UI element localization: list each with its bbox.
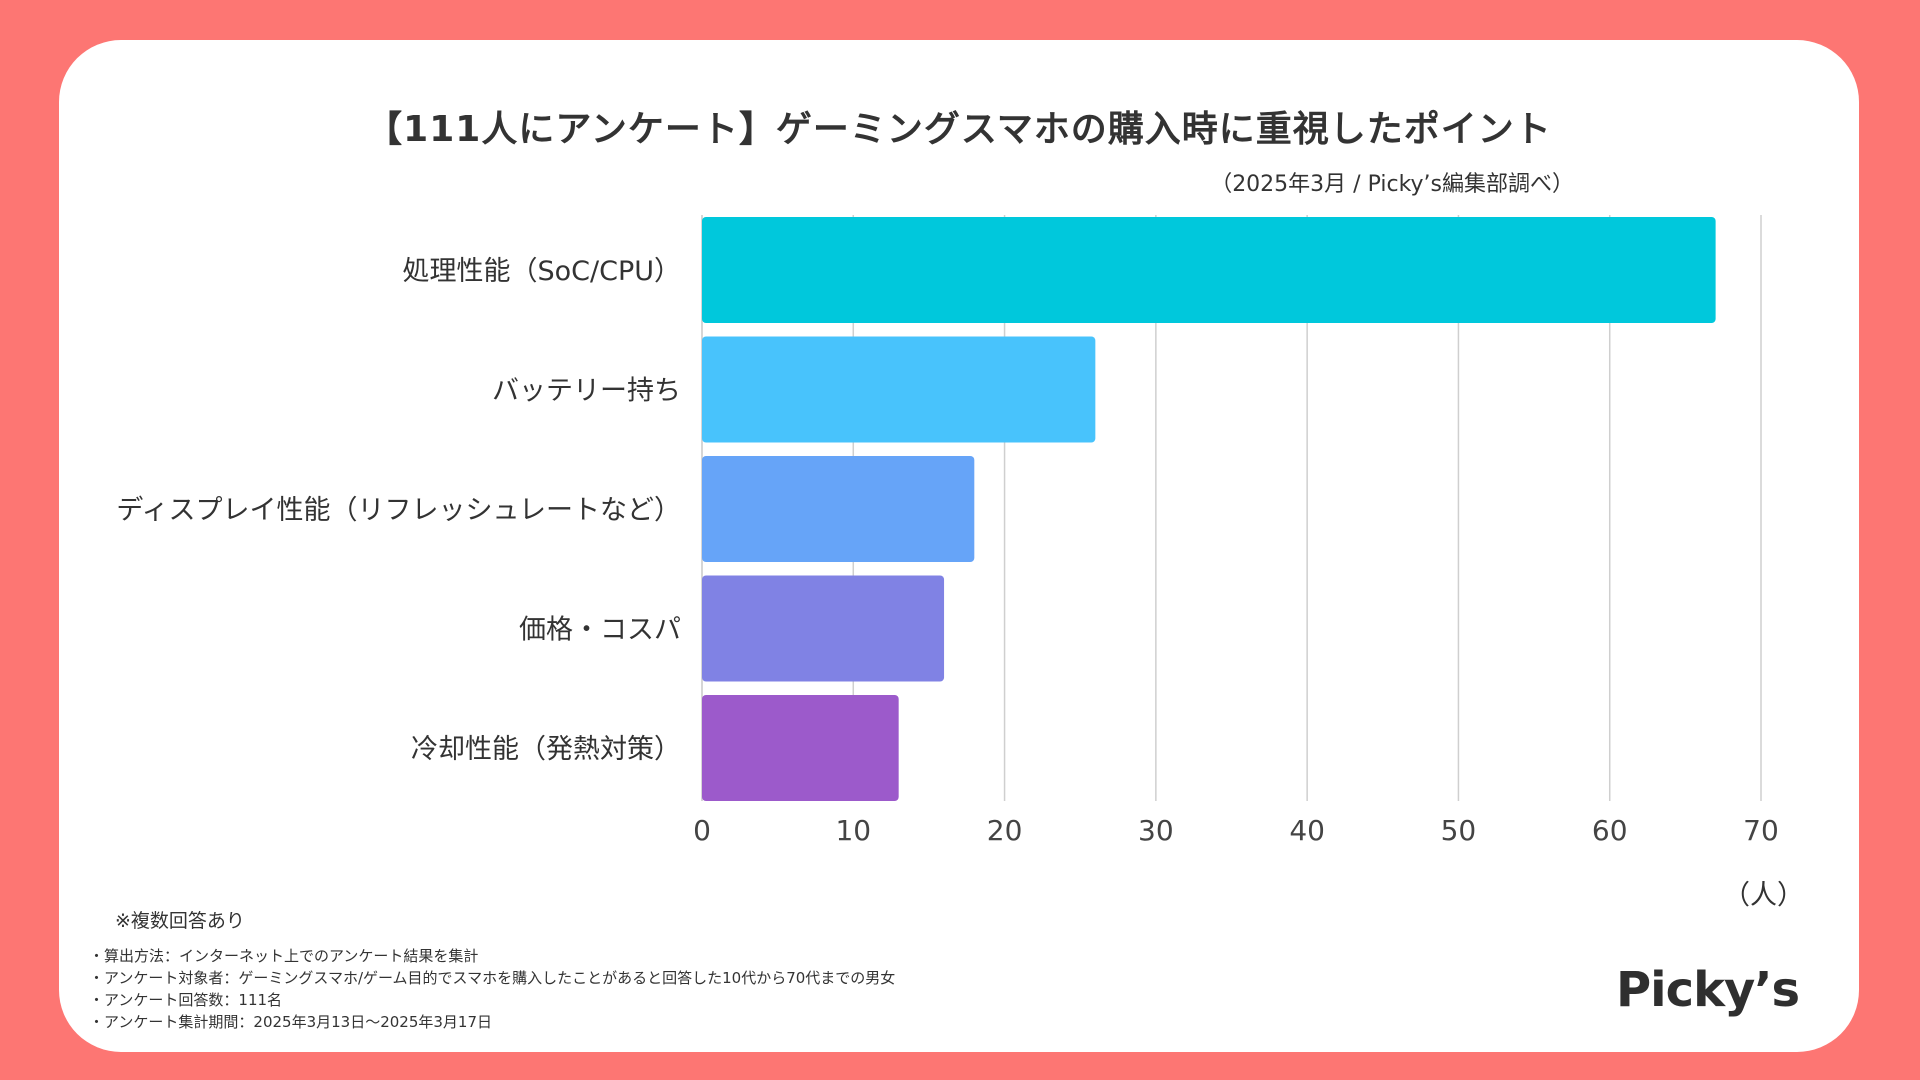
bar-3 xyxy=(702,575,945,682)
bar-4 xyxy=(702,695,899,801)
x-axis-unit-label: （人） xyxy=(1723,880,1804,911)
x-tick-label: 10 xyxy=(835,814,871,847)
survey-method-notes: ・算出方法：インターネット上でのアンケート結果を集計 ・アンケート対象者：ゲーミ… xyxy=(89,945,895,1033)
chart-card: 【111人にアンケート】ゲーミングスマホの購入時に重視したポイント （2025年… xyxy=(59,40,1859,1052)
x-tick-label: 70 xyxy=(1743,814,1779,847)
pickys-logo: Picky’s xyxy=(1616,962,1800,1018)
bars xyxy=(702,217,1716,801)
chart-title: 【111人にアンケート】ゲーミングスマホの購入時に重視したポイント xyxy=(366,109,1552,150)
bar-chart: 処理性能（SoC/CPU） バッテリー持ちディスプレイ性能（リフレッシュレートなど… xyxy=(116,215,1779,847)
method-line: ・アンケート対象者：ゲーミングスマホ/ゲーム目的でスマホを購入したことがあると回… xyxy=(89,969,896,987)
category-labels: 処理性能（SoC/CPU） バッテリー持ちディスプレイ性能（リフレッシュレートなど… xyxy=(116,256,681,765)
x-tick-label: 40 xyxy=(1289,814,1325,847)
category-label: 冷却性能（発熱対策） xyxy=(411,734,681,765)
x-tick-label: 30 xyxy=(1138,814,1174,847)
chart-subtitle: （2025年3月 / Picky’s編集部調べ） xyxy=(1210,172,1574,197)
category-label: 処理性能（SoC/CPU） xyxy=(402,256,681,287)
category-label: ディスプレイ性能（リフレッシュレートなど） xyxy=(116,495,681,526)
x-tick-label: 0 xyxy=(693,814,711,847)
x-tick-label: 60 xyxy=(1592,814,1628,847)
x-tick-label: 50 xyxy=(1441,814,1477,847)
multiple-answers-note: ※複数回答あり xyxy=(115,910,245,932)
bar-1 xyxy=(702,336,1096,443)
method-line: ・アンケート回答数：111名 xyxy=(89,991,283,1009)
method-line: ・アンケート集計期間：2025年3月13日〜2025年3月17日 xyxy=(89,1013,493,1031)
method-line: ・算出方法：インターネット上でのアンケート結果を集計 xyxy=(89,947,479,965)
bar-2 xyxy=(702,456,975,562)
x-tick-labels: 0 10 20 30 40 50 60 70 xyxy=(693,814,1779,847)
category-label: 価格・コスパ xyxy=(519,615,681,646)
bar-0 xyxy=(702,217,1716,323)
category-label: バッテリー持ち xyxy=(492,376,681,407)
x-tick-label: 20 xyxy=(987,814,1023,847)
